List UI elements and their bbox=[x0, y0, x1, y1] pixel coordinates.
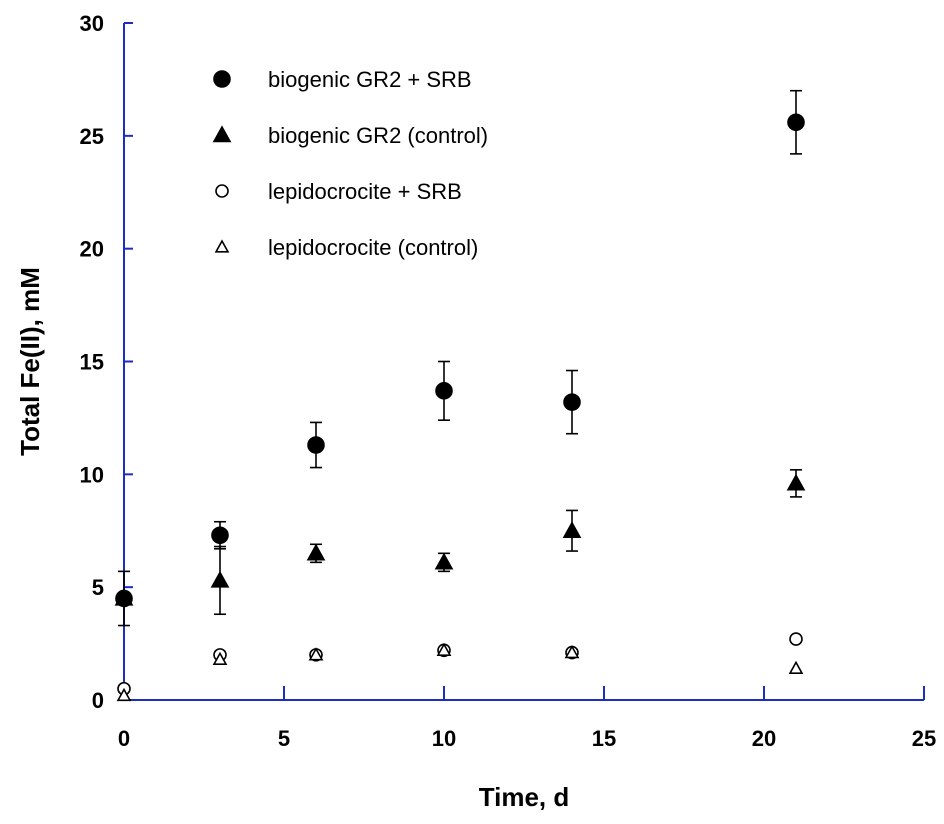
x-tick-label: 20 bbox=[752, 726, 776, 751]
y-axis-title: Total Fe(II), mM bbox=[15, 267, 45, 456]
series-0 bbox=[116, 91, 804, 626]
data-point bbox=[564, 523, 580, 537]
legend-marker bbox=[214, 71, 230, 87]
x-tick-label: 15 bbox=[592, 726, 616, 751]
x-axis-title: Time, d bbox=[479, 782, 570, 812]
legend-label: biogenic GR2 (control) bbox=[268, 123, 488, 148]
data-point bbox=[436, 383, 452, 399]
x-tick-label: 10 bbox=[432, 726, 456, 751]
legend-marker bbox=[216, 185, 228, 197]
ticks: 0 5 10 15 20 25 30 0 5 10 15 20 25 bbox=[80, 11, 937, 751]
data-point bbox=[308, 437, 324, 453]
legend-label: lepidocrocite + SRB bbox=[268, 179, 462, 204]
data-point bbox=[212, 527, 228, 543]
legend-label: lepidocrocite (control) bbox=[268, 235, 478, 260]
y-tick-label: 20 bbox=[80, 237, 104, 262]
y-tick-label: 15 bbox=[80, 350, 104, 375]
data-point bbox=[212, 572, 228, 586]
data-point bbox=[436, 554, 452, 568]
legend: biogenic GR2 + SRB biogenic GR2 (control)… bbox=[214, 67, 488, 260]
data-point bbox=[788, 475, 804, 489]
y-tick-label: 0 bbox=[92, 688, 104, 713]
y-tick-label: 10 bbox=[80, 462, 104, 487]
x-tick-label: 25 bbox=[912, 726, 936, 751]
x-tick-label: 0 bbox=[118, 726, 130, 751]
y-tick-label: 25 bbox=[80, 124, 104, 149]
data-point bbox=[308, 545, 324, 559]
legend-marker bbox=[216, 241, 228, 252]
data-point bbox=[788, 114, 804, 130]
y-tick-label: 30 bbox=[80, 11, 104, 36]
data-point bbox=[790, 662, 802, 673]
data-point bbox=[790, 633, 802, 645]
legend-marker bbox=[214, 127, 230, 141]
x-tick-label: 5 bbox=[278, 726, 290, 751]
data-point bbox=[564, 394, 580, 410]
y-tick-label: 5 bbox=[92, 575, 104, 600]
legend-label: biogenic GR2 + SRB bbox=[268, 67, 472, 92]
